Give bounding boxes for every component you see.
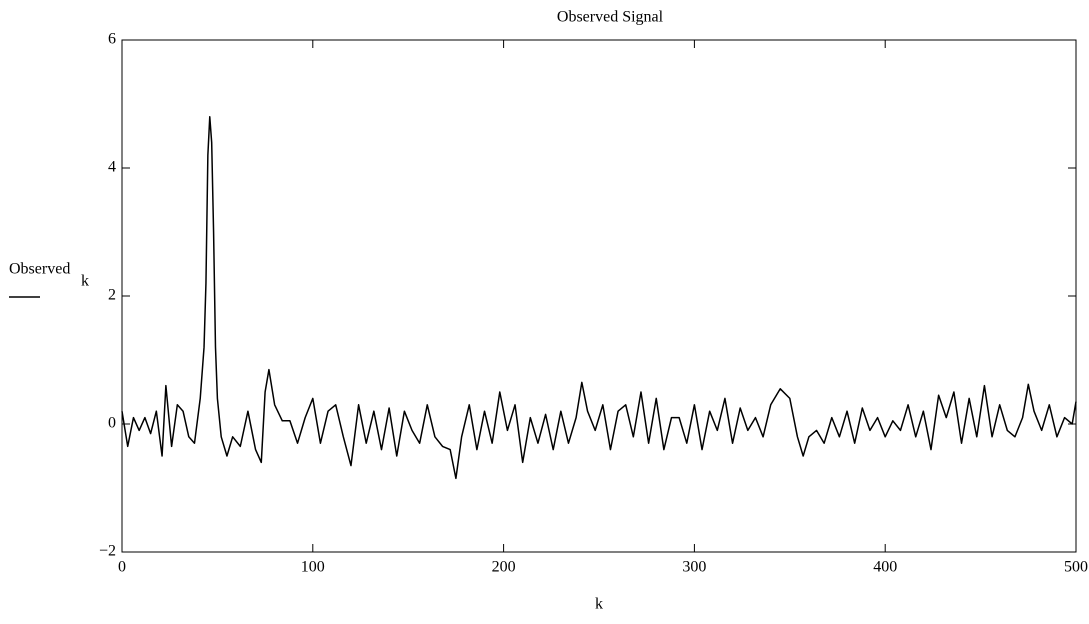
- data-line: [121, 116, 1077, 480]
- plot-frame: [121, 39, 1077, 553]
- y-tick-label: 0: [108, 415, 116, 432]
- chart-title: Observed Signal: [557, 9, 664, 26]
- x-tick-label: 500: [1064, 559, 1088, 576]
- y-tick-label: 2: [108, 287, 116, 304]
- y-tick-label: 6: [108, 31, 116, 48]
- x-tick-label: 200: [492, 559, 516, 576]
- y-tick-label: −2: [99, 543, 116, 560]
- x-tick-label: 0: [118, 559, 126, 576]
- x-axis-label: k: [595, 596, 603, 613]
- x-tick-label: 100: [301, 559, 325, 576]
- y-tick-label: 4: [108, 159, 116, 176]
- x-tick-label: 400: [873, 559, 897, 576]
- y-axis-label-subscript: k: [81, 273, 89, 290]
- y-axis-label: Observed: [9, 261, 70, 278]
- x-tick-label: 300: [682, 559, 706, 576]
